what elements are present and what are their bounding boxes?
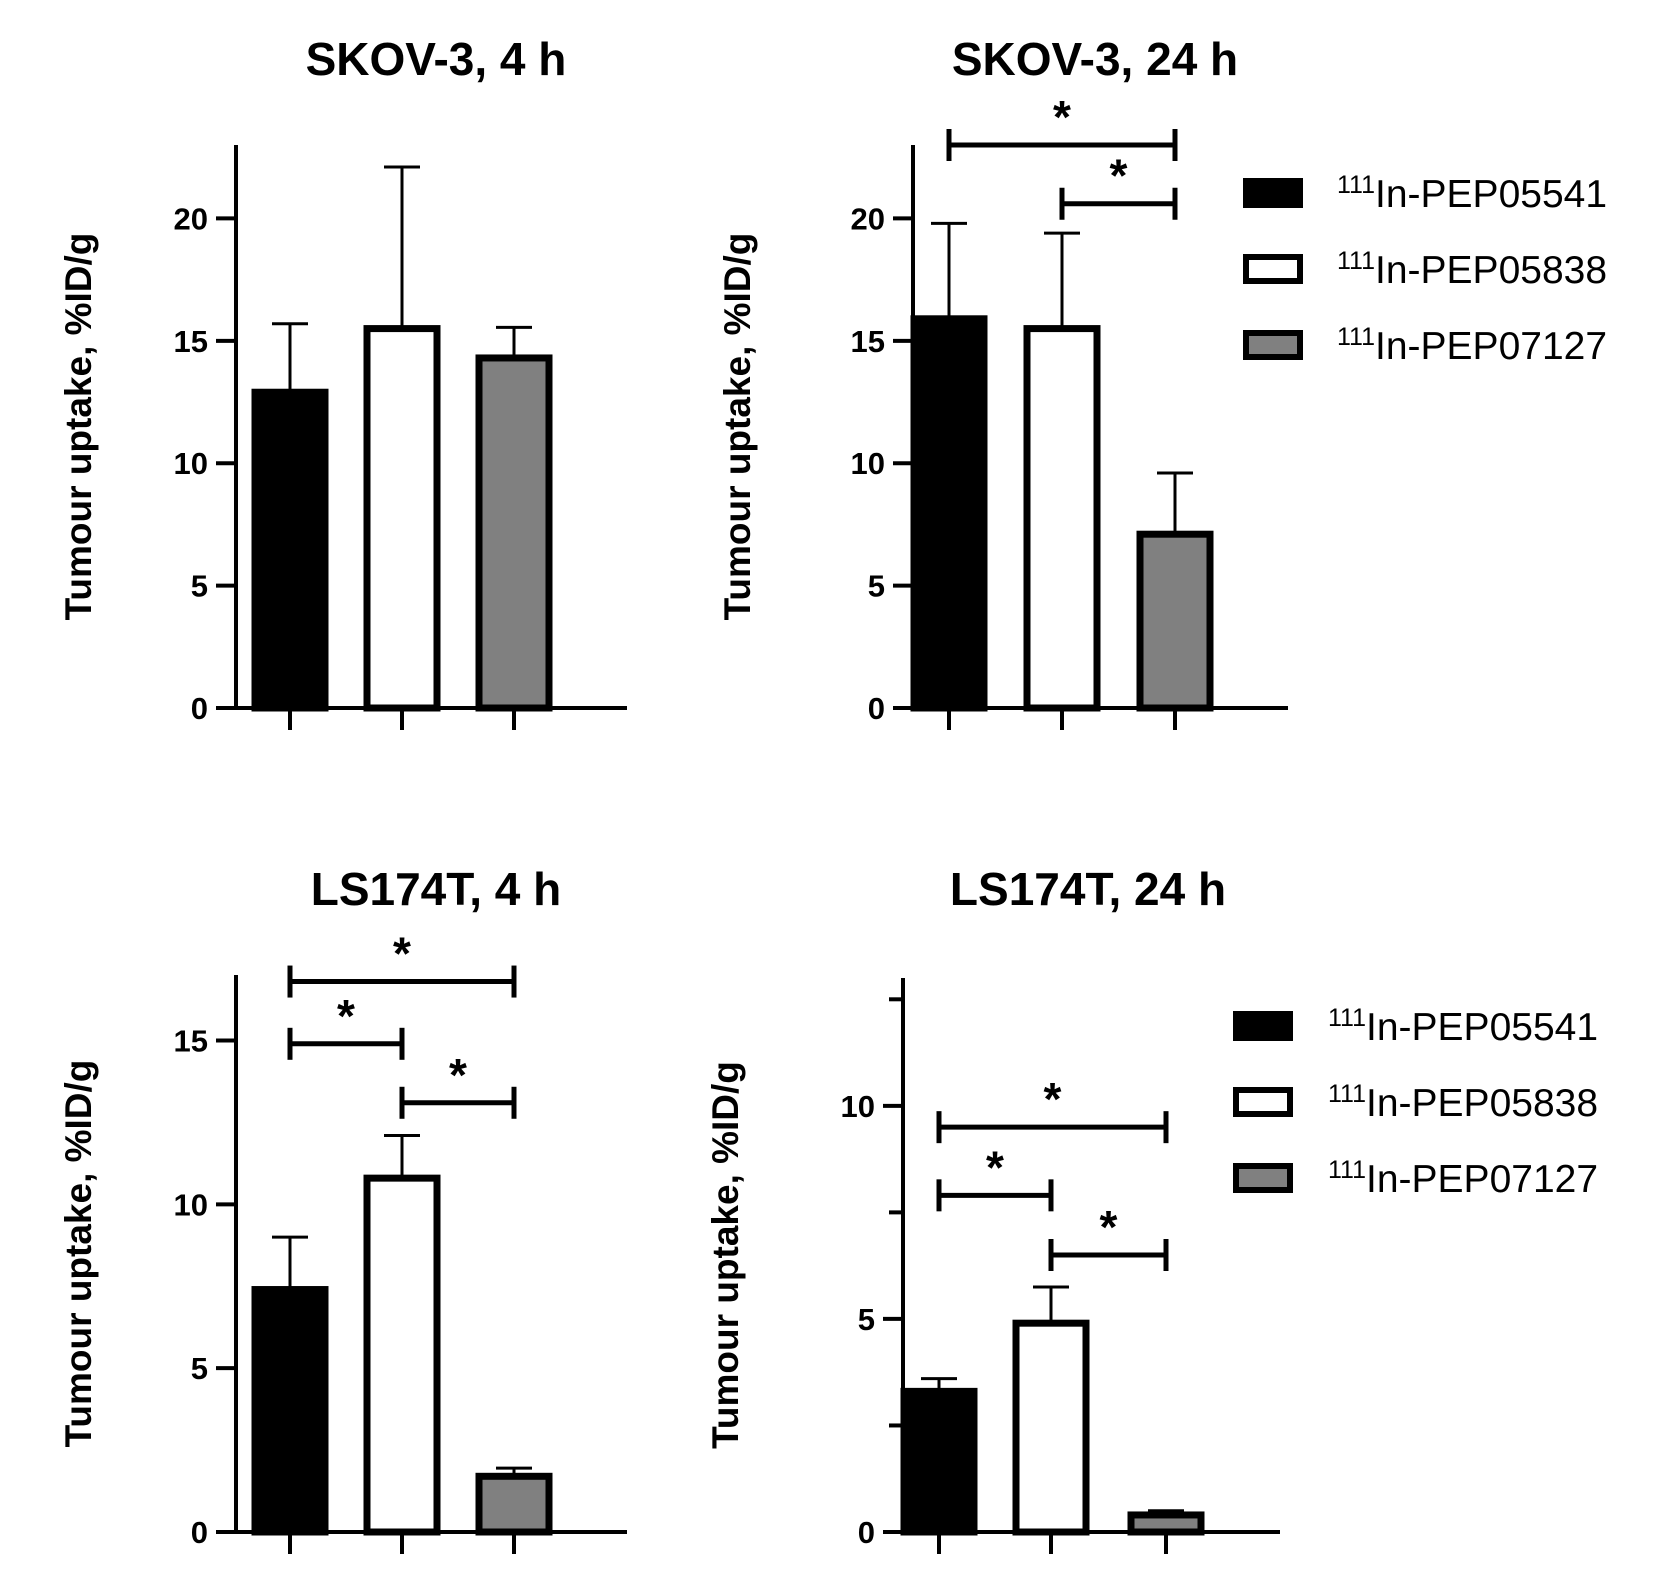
y-tick-label: 20 [851, 201, 885, 236]
bar-2 [1023, 325, 1101, 712]
y-tick-label: 20 [174, 201, 208, 236]
significance-bracket-2: * [936, 1141, 1054, 1212]
significance-star: * [986, 1141, 1004, 1193]
chart-title: SKOV-3, 24 h [952, 33, 1238, 85]
chart-panel-1: SKOV-3, 4 h Tumour uptake, %ID/g 0 5 10 15 20 [58, 33, 627, 730]
chart-panel-4: LS174T, 24 h Tumour uptake, %ID/g 0 5 10 * * * 1… [705, 863, 1598, 1554]
y-tick-label: 15 [174, 324, 208, 359]
bar-2 [1012, 1319, 1090, 1536]
legend-swatch-2 [1233, 1087, 1293, 1117]
bar-3 [475, 354, 553, 712]
bar-1 [251, 388, 329, 712]
legend-swatch-1 [1243, 178, 1303, 208]
legend-swatch-3 [1233, 1163, 1293, 1193]
significance-bracket-1: * [946, 91, 1178, 161]
significance-bracket-2: * [1059, 150, 1178, 220]
y-tick-label: 5 [858, 1302, 875, 1337]
y-tick-label: 15 [174, 1024, 208, 1059]
significance-star: * [1053, 91, 1071, 143]
y-tick-label: 5 [191, 569, 208, 604]
y-tick-label: 10 [851, 446, 885, 481]
legend-label-2: 111In-PEP05838 [1328, 1080, 1598, 1125]
significance-bracket-2: * [287, 990, 405, 1060]
bar-2 [363, 325, 441, 712]
legend-label-text: In-PEP05541 [1366, 1006, 1598, 1049]
legend-label-1: 111In-PEP05541 [1337, 171, 1607, 216]
y-tick-label: 15 [851, 324, 885, 359]
significance-bracket-3: * [399, 1049, 517, 1119]
y-axis-label: Tumour uptake, %ID/g [705, 1061, 746, 1449]
chart-title: LS174T, 4 h [311, 863, 562, 915]
legend-label-1: 111In-PEP05541 [1328, 1004, 1598, 1049]
significance-star: * [1110, 150, 1128, 202]
legend-label-superscript: 111 [1328, 1156, 1366, 1184]
bar-1 [910, 315, 988, 712]
y-tick-label: 10 [841, 1089, 875, 1124]
bar-1 [900, 1387, 978, 1536]
significance-star: * [449, 1049, 467, 1101]
legend-label-3: 111In-PEP07127 [1337, 323, 1607, 368]
bar-1 [251, 1286, 329, 1536]
legend-swatch-2 [1243, 254, 1303, 284]
significance-star: * [1100, 1201, 1118, 1253]
legend-label-superscript: 111 [1328, 1080, 1366, 1108]
significance-star: * [1044, 1073, 1062, 1125]
legend-label-superscript: 111 [1337, 323, 1375, 351]
legend: 111In-PEP05541111In-PEP05838111In-PEP071… [1233, 1004, 1598, 1201]
legend-label-text: In-PEP05838 [1366, 1082, 1598, 1125]
legend-swatch-3 [1243, 330, 1303, 360]
y-axis-label: Tumour uptake, %ID/g [717, 233, 758, 621]
y-tick-label: 0 [191, 1515, 208, 1550]
bar-3 [475, 1472, 553, 1536]
legend-swatch-1 [1233, 1011, 1293, 1041]
legend-label-3: 111In-PEP07127 [1328, 1156, 1598, 1201]
legend-label-text: In-PEP05541 [1375, 173, 1607, 216]
significance-bracket-1: * [936, 1073, 1169, 1144]
y-tick-label: 0 [858, 1515, 875, 1550]
y-tick-label: 0 [191, 691, 208, 726]
legend-label-superscript: 111 [1337, 171, 1375, 199]
legend-label-text: In-PEP07127 [1366, 1158, 1598, 1201]
y-tick-label: 10 [174, 1187, 208, 1222]
legend-label-superscript: 111 [1328, 1004, 1366, 1032]
significance-star: * [337, 990, 355, 1042]
legend-label-superscript: 111 [1337, 247, 1375, 275]
chart-panel-2: SKOV-3, 24 h Tumour uptake, %ID/g 0 5 10 15 20… [717, 33, 1607, 730]
significance-star: * [393, 928, 411, 980]
bar-3 [1127, 1511, 1205, 1536]
y-tick-label: 5 [191, 1351, 208, 1386]
y-tick-label: 5 [868, 569, 885, 604]
y-tick-label: 0 [868, 691, 885, 726]
chart-title: LS174T, 24 h [950, 863, 1226, 915]
significance-bracket-3: * [1048, 1201, 1169, 1271]
y-tick-label: 10 [174, 446, 208, 481]
legend-label-text: In-PEP07127 [1375, 325, 1607, 368]
chart-panel-3: LS174T, 4 h Tumour uptake, %ID/g 0 5 10 15 * * * [58, 863, 627, 1554]
significance-bracket-1: * [287, 928, 517, 998]
bar-2 [363, 1174, 441, 1536]
y-axis-label: Tumour uptake, %ID/g [58, 1060, 99, 1448]
legend-label-2: 111In-PEP05838 [1337, 247, 1607, 292]
legend: 111In-PEP05541111In-PEP05838111In-PEP071… [1243, 171, 1607, 368]
legend-label-text: In-PEP05838 [1375, 249, 1607, 292]
y-axis-label: Tumour uptake, %ID/g [58, 233, 99, 621]
bar-3 [1136, 530, 1214, 712]
chart-title: SKOV-3, 4 h [306, 33, 567, 85]
